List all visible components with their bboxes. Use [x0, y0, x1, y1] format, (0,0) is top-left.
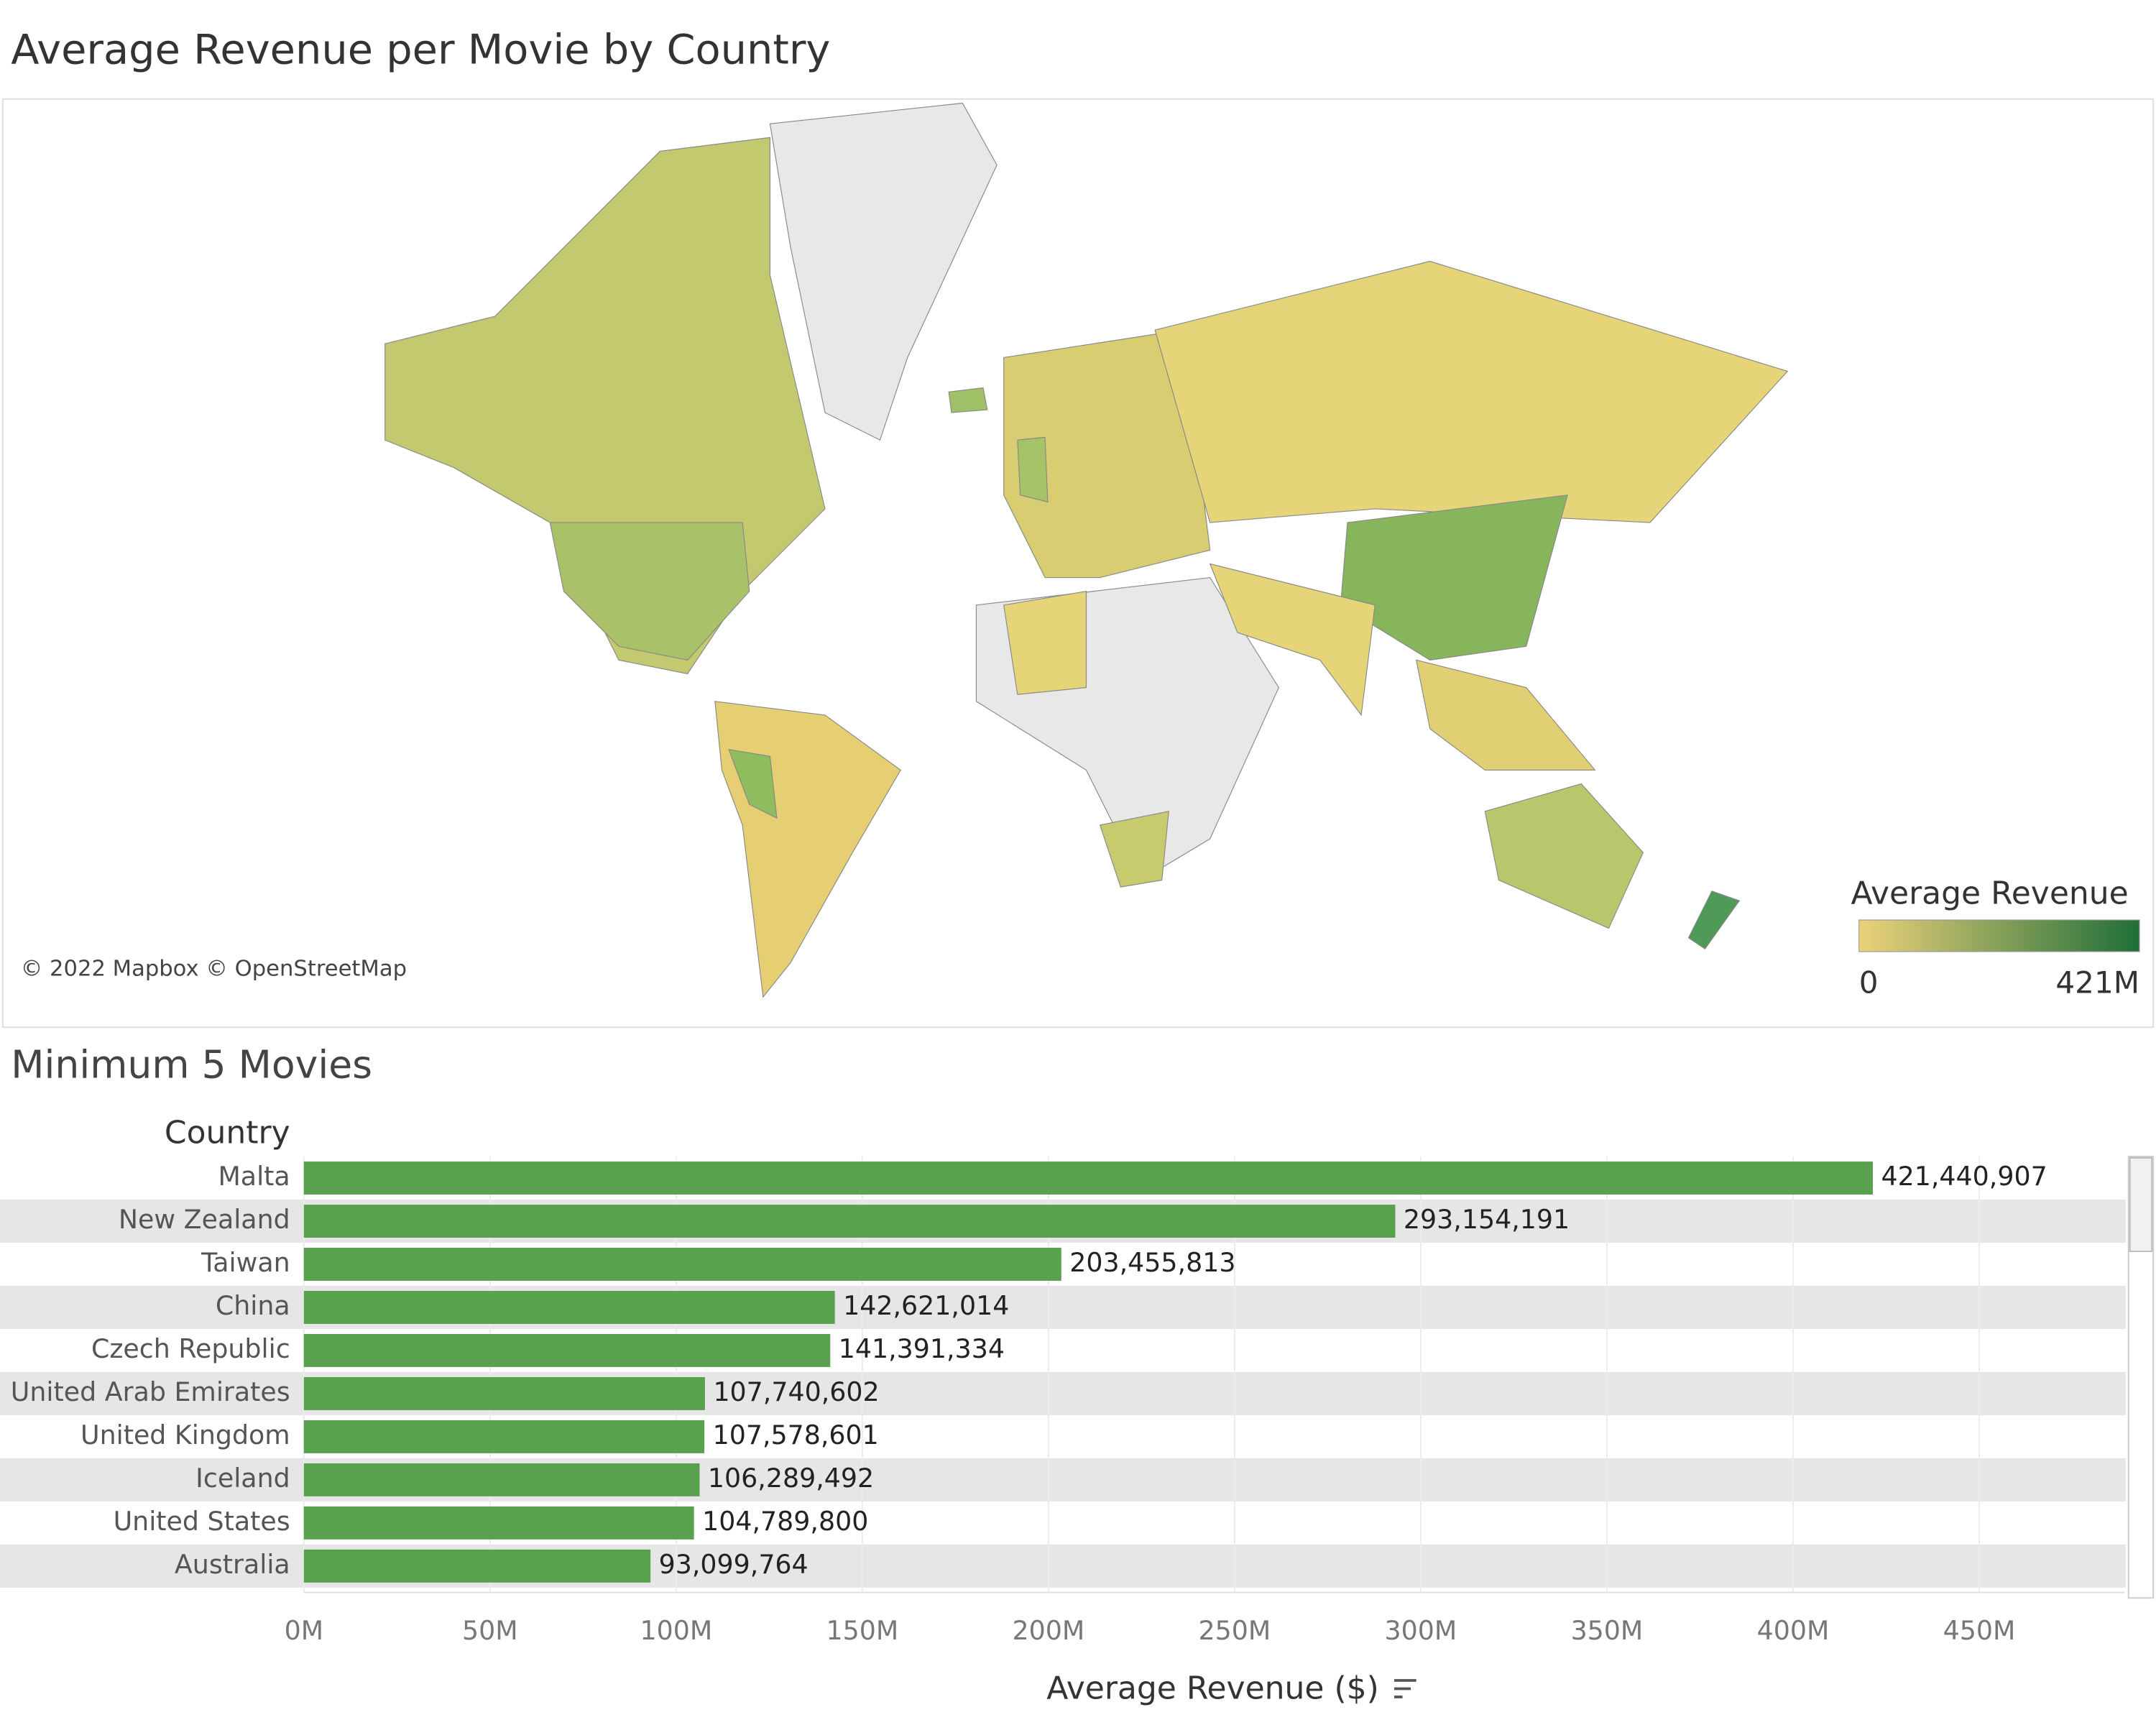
bar-title: Minimum 5 Movies: [11, 1041, 372, 1087]
map-land: [1154, 260, 1789, 523]
map-attribution: © 2022 Mapbox © OpenStreetMap: [21, 956, 407, 981]
y-axis-title: Country: [165, 1114, 290, 1151]
value-label: 104,789,800: [702, 1506, 868, 1537]
x-tick-label: 250M: [1199, 1615, 1271, 1646]
attribution-box: [14, 952, 388, 985]
y-tick-label: United Arab Emirates: [11, 1376, 290, 1407]
bar: [303, 1463, 700, 1496]
map-land: [728, 748, 778, 819]
x-tick-label: 300M: [1385, 1615, 1457, 1646]
x-tick-label: 450M: [1943, 1615, 2016, 1646]
map-land: [1340, 494, 1568, 661]
legend-tick-label: 421M: [2055, 965, 2139, 1000]
map-land: [1415, 659, 1596, 771]
y-tick-label: China: [216, 1290, 290, 1321]
x-tick-label: 100M: [640, 1615, 712, 1646]
value-label: 293,154,191: [1404, 1204, 1570, 1235]
x-tick-label: 50M: [462, 1615, 518, 1646]
bar: [303, 1549, 651, 1583]
x-tick-label: 400M: [1757, 1615, 1830, 1646]
y-tick-label: Iceland: [195, 1463, 290, 1494]
map-land: [1687, 891, 1741, 949]
rows-area: Malta 421,440,907 New Zealand 293,154,191 Ta…: [0, 1156, 2126, 1593]
value-label: 141,391,334: [839, 1333, 1005, 1364]
y-tick-label: United Kingdom: [80, 1420, 290, 1450]
legend-tick-label: 0: [1859, 965, 1879, 1000]
value-label: 203,455,813: [1069, 1247, 1235, 1278]
legend-title: Average Revenue: [1851, 875, 2128, 912]
value-label: 106,289,492: [708, 1463, 874, 1494]
map-land: [948, 387, 988, 413]
x-tick-label: 0M: [285, 1615, 323, 1646]
map-land: [1017, 436, 1049, 503]
bar: [303, 1420, 705, 1453]
bar: [303, 1248, 1061, 1281]
map-land: [1484, 783, 1644, 929]
x-tick-label: 350M: [1571, 1615, 1644, 1646]
y-tick-label: New Zealand: [119, 1204, 290, 1235]
y-tick-label: Czech Republic: [91, 1333, 290, 1364]
bar: [303, 1334, 831, 1367]
map-land: [1003, 591, 1087, 695]
bar: [303, 1162, 1874, 1195]
y-tick-label: Australia: [175, 1549, 290, 1580]
value-label: 142,621,014: [843, 1290, 1009, 1321]
bar: [303, 1376, 705, 1410]
map-land: [769, 102, 998, 441]
map-land: [549, 522, 750, 661]
value-label: 93,099,764: [659, 1549, 808, 1580]
bar: [303, 1506, 694, 1540]
value-label: 421,440,907: [1881, 1161, 2047, 1192]
map-title: Average Revenue per Movie by Country: [11, 25, 830, 73]
value-label: 107,578,601: [713, 1420, 879, 1450]
x-tick-label: 150M: [826, 1615, 899, 1646]
y-tick-label: United States: [114, 1506, 290, 1537]
legend-color-bar: [1858, 919, 2140, 952]
sort-icon: [1394, 1679, 1416, 1698]
y-tick-label: Malta: [218, 1161, 290, 1192]
scrollbar-thumb[interactable]: [2129, 1157, 2153, 1253]
y-tick-label: Taiwan: [201, 1247, 290, 1278]
bar: [303, 1205, 1396, 1238]
bar: [303, 1291, 835, 1324]
x-axis-title: Average Revenue ($): [1046, 1670, 1379, 1706]
value-label: 107,740,602: [713, 1376, 879, 1407]
x-tick-label: 200M: [1013, 1615, 1085, 1646]
map-land: [1209, 563, 1376, 717]
map-land: [1099, 811, 1169, 888]
map-layer: [384, 102, 1789, 998]
